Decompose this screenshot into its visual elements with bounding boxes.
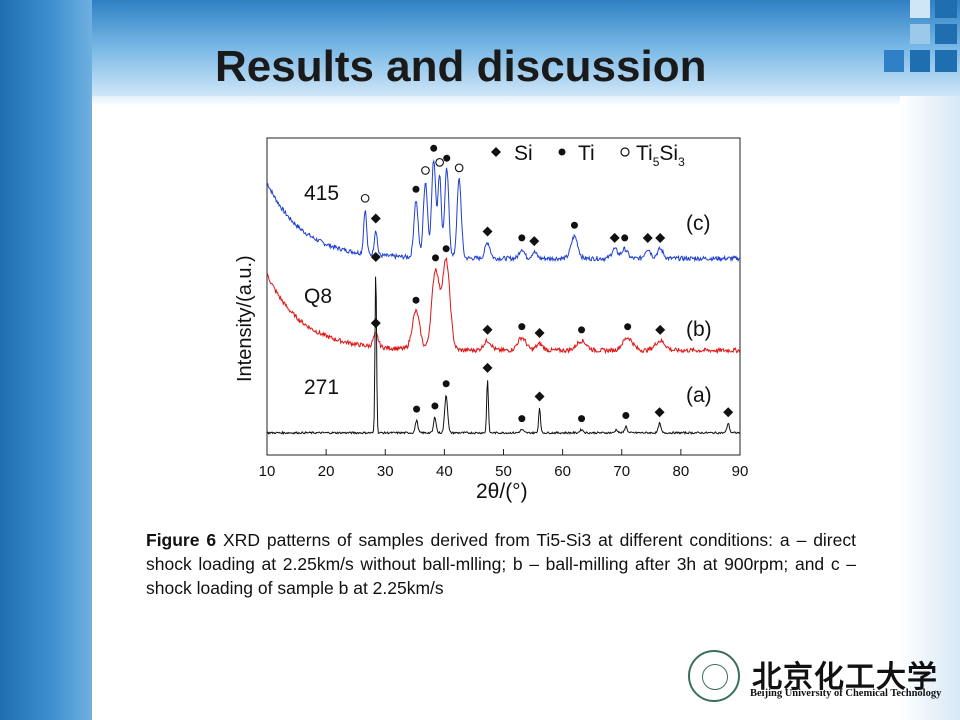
x-tick-label: 70 bbox=[613, 463, 630, 480]
peak-marker-dot bbox=[518, 234, 526, 242]
peak-marker-circle bbox=[435, 158, 444, 167]
peak-marker-dot bbox=[430, 144, 438, 152]
logo-english-name: Beijing University of Chemical Technolog… bbox=[750, 688, 942, 699]
curve-label-q8: Q8 bbox=[304, 285, 332, 308]
legend-ti-label: Ti bbox=[578, 142, 595, 165]
slide-title: Results and discussion bbox=[215, 42, 707, 91]
peak-marker-dot bbox=[518, 415, 526, 423]
university-logo: 北京化工大学 Beijing University of Chemical Te… bbox=[688, 650, 941, 708]
x-tick-label: 60 bbox=[554, 463, 571, 480]
peak-marker-diamond bbox=[723, 407, 734, 418]
y-axis-label: Intensity/(a.u.) bbox=[234, 255, 256, 382]
peak-marker-circle bbox=[421, 166, 430, 175]
peak-marker-diamond bbox=[534, 391, 545, 402]
peak-marker-dot bbox=[622, 411, 630, 419]
header-fade bbox=[92, 96, 960, 106]
x-tick-label: 40 bbox=[436, 463, 453, 480]
peak-marker-diamond bbox=[654, 407, 665, 418]
xrd-figure: 10 20 30 40 50 60 70 80 90 Si Ti Ti5Si3 415 Q8 2… bbox=[220, 120, 760, 505]
series-line-a bbox=[266, 276, 740, 435]
peak-marker-circle bbox=[454, 163, 464, 173]
x-tick-label: 30 bbox=[377, 463, 394, 480]
logo-chinese-name: 北京化工大学 bbox=[752, 660, 938, 695]
x-tick-label: 80 bbox=[673, 463, 690, 480]
peak-marker-dot bbox=[432, 254, 440, 262]
peak-marker-dot bbox=[624, 323, 632, 331]
x-tick-label: 90 bbox=[732, 463, 749, 480]
series-line-c bbox=[266, 159, 740, 263]
peak-marker-diamond bbox=[482, 324, 493, 335]
peak-marker-diamond bbox=[655, 324, 666, 335]
figure-caption: Figure 6 XRD patterns of samples derived… bbox=[146, 528, 856, 600]
legend-dot-icon bbox=[558, 148, 566, 156]
x-tick-label: 20 bbox=[318, 463, 335, 480]
peak-marker-dot bbox=[442, 380, 450, 388]
peak-marker-dot bbox=[442, 245, 450, 253]
peak-marker-dot bbox=[412, 296, 420, 304]
x-axis-label: 2θ/(°) bbox=[476, 480, 528, 503]
curve-tag-b: (b) bbox=[686, 318, 712, 341]
peak-marker-diamond bbox=[370, 213, 381, 224]
peak-marker-dot bbox=[518, 323, 526, 331]
header-band bbox=[0, 0, 960, 96]
peak-marker-dot bbox=[578, 415, 586, 423]
peak-marker-diamond bbox=[370, 318, 381, 329]
curve-tag-c: (c) bbox=[686, 212, 711, 235]
curve-tag-a: (a) bbox=[686, 384, 712, 407]
peak-marker-diamond bbox=[482, 362, 493, 373]
peak-marker-dot bbox=[412, 185, 420, 193]
peak-marker-diamond bbox=[370, 251, 381, 262]
peak-marker-diamond bbox=[482, 226, 493, 237]
peak-marker-dot bbox=[443, 154, 451, 162]
curve-label-271: 271 bbox=[304, 376, 339, 399]
caption-text: XRD patterns of samples derived from Ti5… bbox=[146, 530, 856, 598]
legend-diamond-icon bbox=[491, 147, 501, 157]
university-seal-icon bbox=[688, 650, 740, 702]
peak-marker-dot bbox=[621, 234, 629, 242]
peak-marker-diamond bbox=[609, 232, 620, 243]
peak-marker-dot bbox=[431, 402, 439, 410]
peak-marker-dot bbox=[578, 326, 586, 334]
legend-si-label: Si bbox=[514, 142, 533, 165]
curve-label-415: 415 bbox=[304, 182, 339, 205]
legend: Si Ti Ti5Si3 bbox=[491, 142, 685, 169]
peak-marker-dot bbox=[413, 405, 421, 413]
peak-marker-diamond bbox=[655, 232, 666, 243]
legend-ti5si3-label: Ti5Si3 bbox=[636, 142, 685, 169]
legend-circle-icon bbox=[620, 147, 630, 157]
left-band bbox=[0, 0, 92, 720]
xrd-chart: 10 20 30 40 50 60 70 80 90 Si Ti Ti5Si3 415 Q8 2… bbox=[234, 137, 749, 503]
peak-marker-diamond bbox=[529, 236, 540, 247]
caption-label: Figure 6 bbox=[146, 530, 217, 550]
peak-marker-diamond bbox=[642, 232, 653, 243]
peak-marker-diamond bbox=[534, 328, 545, 339]
right-band bbox=[900, 96, 960, 720]
x-tick-label: 10 bbox=[259, 463, 276, 480]
x-tick-label: 50 bbox=[495, 463, 512, 480]
series-line-b bbox=[266, 256, 741, 355]
peak-marker-dot bbox=[570, 221, 578, 229]
peak-marker-circle bbox=[360, 193, 370, 203]
